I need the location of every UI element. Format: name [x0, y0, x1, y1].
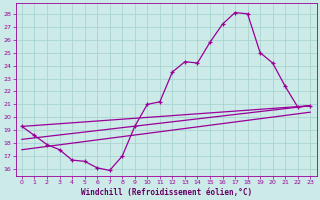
X-axis label: Windchill (Refroidissement éolien,°C): Windchill (Refroidissement éolien,°C): [81, 188, 252, 197]
